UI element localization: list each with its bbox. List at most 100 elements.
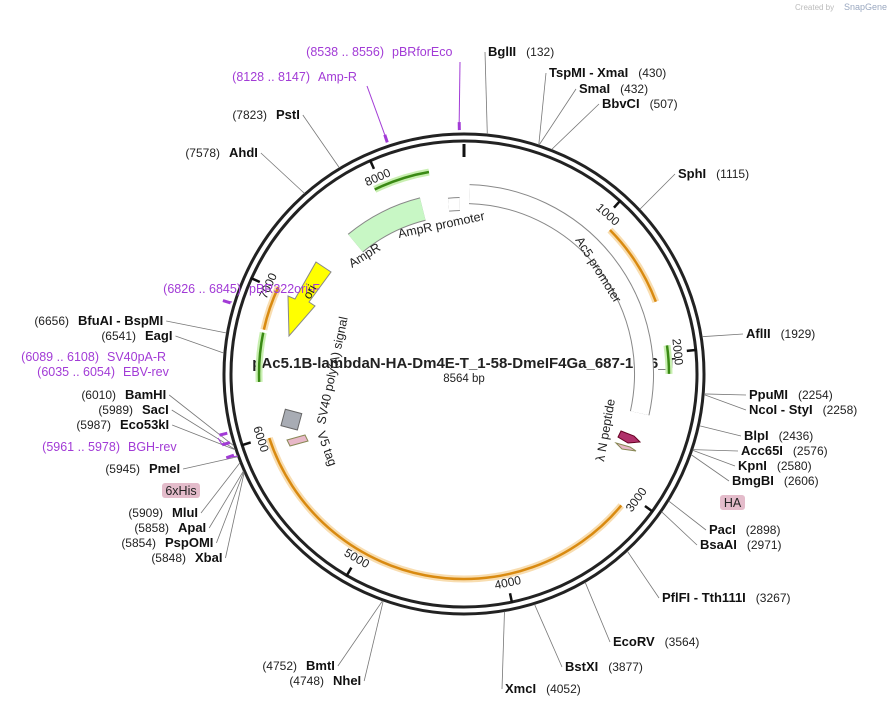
enzyme-name: NheI [333,673,361,688]
enzyme-site: (5848) [151,551,186,565]
enzyme-name: BbvCI [602,96,640,111]
primer-line [458,61,461,123]
primer-line [226,455,239,459]
enzyme-line [699,425,742,437]
enzyme-site: (7823) [232,108,267,122]
tick-mark [250,276,261,284]
enzyme-line [690,454,730,482]
enzyme-line [639,173,676,210]
enzyme-site: (507) [650,97,678,111]
enzyme-line [627,550,660,599]
enzyme-name: PstI [276,107,300,122]
enzyme-name: KpnI [738,458,767,473]
feature-arc [609,229,658,303]
primer-line [366,85,386,135]
feature-box [162,483,200,498]
feature-box-label: 6xHis [165,484,196,498]
enzyme-site: (430) [638,66,666,80]
map-title: pAc5.1B-lambdaN-HA-Dm4E-T_1-58-DmeIF4Ga_… [252,355,676,372]
enzyme-site: (4052) [546,682,581,696]
enzyme-name: BlpI [744,428,769,443]
primer-name: BGH-rev [128,440,177,454]
enzyme-name: BsaAI [700,537,737,552]
enzyme-name: SphI [678,166,706,181]
tick-label: 3000 [623,484,650,514]
tick-mark [613,199,622,209]
enzyme-site: (132) [526,45,554,59]
enzyme-line [703,394,747,411]
enzyme-line [168,394,235,447]
tick-mark [345,567,353,577]
primer-name: EBV-rev [123,365,170,379]
primer-mark [219,431,228,437]
backbone-inner [229,139,699,609]
feature-arc [268,437,623,581]
enzyme-site: (1929) [781,327,816,341]
enzyme-name: AflII [746,326,771,341]
v5-arrow [286,434,309,447]
enzyme-site: (2580) [777,459,812,473]
enzyme-line [484,51,488,135]
enzyme-site: (5854) [121,536,156,550]
enzyme-line [538,72,547,145]
credit-brand: SnapGene [844,2,887,12]
enzyme-site: (5909) [128,506,163,520]
enzyme-name: BstXI [565,659,598,674]
enzyme-site: (5858) [134,521,169,535]
enzyme-site: (2254) [798,388,833,402]
backbone-outer [222,132,706,616]
enzyme-name: BmtI [306,658,335,673]
enzyme-name: PpuMI [749,387,788,402]
enzyme-line [166,320,227,334]
enzyme-site: (2576) [793,444,828,458]
feature-arc [262,286,280,330]
tick-mark [240,441,252,447]
enzyme-name: XmcI [505,681,536,696]
feature-arc [665,345,671,374]
enzyme-site: (2258) [823,403,858,417]
tick-label: 5000 [342,546,372,572]
feature-label: ori [300,283,319,302]
enzyme-site: (2971) [747,538,782,552]
primer-location: (6035 .. 6054) [37,365,115,379]
primer-location: (6826 .. 6845) [163,282,241,296]
enzyme-line [200,462,241,514]
feature-arc [257,332,265,383]
primer-location: (8128 .. 8147) [232,70,310,84]
enzyme-line [704,393,747,396]
enzyme-name: PspOMI [165,535,213,550]
enzyme-name: TspMI - XmaI [549,65,628,80]
enzyme-site: (5987) [76,418,111,432]
tick-label: 2000 [669,338,686,366]
enzyme-line [584,582,611,643]
enzyme-name: EagI [145,328,172,343]
enzyme-name: EcoRV [613,634,655,649]
tick-mark [644,504,654,513]
enzyme-site: (5989) [98,403,133,417]
primer-name: Amp-R [318,70,357,84]
enzyme-site: (3877) [608,660,643,674]
enzyme-line [538,88,577,146]
map-size: 8564 bp [443,373,485,385]
enzyme-site: (4752) [262,659,297,673]
tick-label: 6000 [250,424,272,454]
enzyme-line [216,471,245,544]
ha-arrow [614,441,637,452]
enzyme-line [702,333,744,338]
enzyme-site: (1115) [716,167,749,181]
enzyme-line [260,152,305,194]
enzyme-site: (2436) [779,429,814,443]
enzyme-name: SmaI [579,81,610,96]
enzyme-line [551,103,600,150]
tick-mark [508,592,514,604]
enzyme-name: BamHI [125,387,166,402]
enzyme-site: (6010) [81,388,116,402]
enzyme-site: (6541) [101,329,136,343]
enzyme-site: (3564) [665,635,700,649]
enzyme-line [668,500,707,531]
enzyme-site: (5945) [105,462,140,476]
feature-arc [448,198,460,211]
primer-mark [221,441,231,447]
enzyme-line [172,424,236,451]
